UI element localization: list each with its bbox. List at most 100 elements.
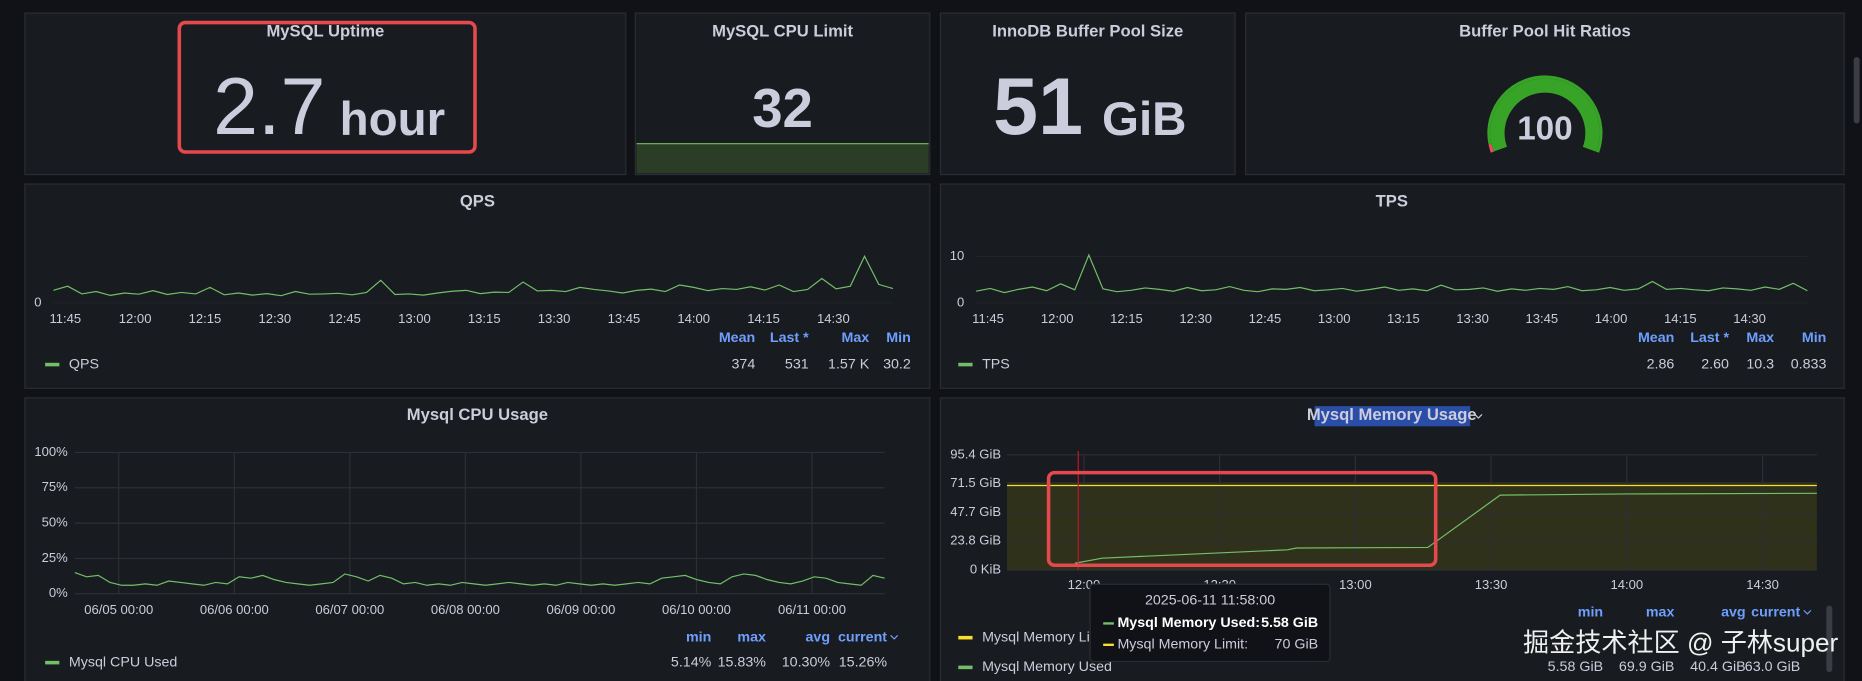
legend-header[interactable]: current xyxy=(1751,605,1800,621)
legend-header[interactable]: Max xyxy=(842,330,870,346)
gauge-bar xyxy=(1490,78,1600,152)
tooltip-value: 70 GiB xyxy=(1275,637,1319,653)
x-tick-label: 13:00 xyxy=(398,311,431,326)
y-tick-label: 25% xyxy=(42,550,69,565)
series-line xyxy=(976,253,1808,294)
legend-stat: 10.30% xyxy=(782,654,831,670)
legend-swatch xyxy=(958,665,973,670)
legend-header[interactable]: Last * xyxy=(1690,330,1729,346)
y-tick-label: 75% xyxy=(42,479,69,494)
x-tick-label: 06/09 00:00 xyxy=(546,602,615,617)
tooltip-time: 2025-06-11 11:58:00 xyxy=(1145,593,1275,609)
x-tick-label: 14:15 xyxy=(1664,311,1697,326)
legend-swatch xyxy=(958,635,973,640)
x-tick-label: 12:00 xyxy=(1041,311,1074,326)
x-tick-label: 13:00 xyxy=(1339,577,1372,592)
legend-stat: 15.83% xyxy=(718,654,767,670)
x-tick-label: 13:45 xyxy=(608,311,641,326)
panel-title[interactable]: Mysql Memory Usage xyxy=(1307,405,1477,424)
panel xyxy=(24,183,931,389)
panel-title: QPS xyxy=(460,191,495,210)
tooltip-label: Mysql Memory Limit: xyxy=(1117,637,1248,653)
x-tick-label: 11:45 xyxy=(972,311,1004,326)
x-tick-label: 06/07 00:00 xyxy=(315,602,384,617)
tooltip-label: Mysql Memory Used: xyxy=(1117,615,1260,631)
x-tick-label: 13:00 xyxy=(1318,311,1351,326)
series-line xyxy=(74,571,885,586)
panel-title: Buffer Pool Hit Ratios xyxy=(1459,21,1631,40)
x-tick-label: 13:30 xyxy=(538,311,571,326)
scrollbar[interactable] xyxy=(1826,605,1833,673)
legend-header[interactable]: avg xyxy=(806,629,831,645)
legend-header[interactable]: Mean xyxy=(719,330,755,346)
gauge-threshold xyxy=(1488,143,1495,153)
x-tick-label: 06/10 00:00 xyxy=(662,602,731,617)
series-line xyxy=(1074,492,1817,564)
legend-name: TPS xyxy=(982,356,1010,372)
swatch xyxy=(1103,643,1114,647)
x-tick-label: 12:00 xyxy=(119,311,152,326)
panel-title: MySQL Uptime xyxy=(266,21,384,40)
x-tick-label: 06/05 00:00 xyxy=(84,602,153,617)
legend-header[interactable]: Mean xyxy=(1638,330,1674,346)
panel-title: Mysql CPU Usage xyxy=(407,405,548,424)
stat-value: 32 xyxy=(752,78,813,139)
legend-stat: 40.4 GiB xyxy=(1690,659,1745,675)
y-tick-label: 10 xyxy=(950,248,965,263)
panel-title: TPS xyxy=(1376,191,1408,210)
gauge-value: 100 xyxy=(1517,110,1572,147)
x-tick-label: 14:30 xyxy=(1746,577,1779,592)
x-tick-label: 13:30 xyxy=(1456,311,1489,326)
legend-header[interactable]: avg xyxy=(1721,605,1746,621)
y-tick-label: 50% xyxy=(42,515,69,530)
x-tick-label: 06/06 00:00 xyxy=(200,602,269,617)
chevron xyxy=(1803,609,1812,615)
x-tick-label: 14:00 xyxy=(1611,577,1644,592)
tooltip xyxy=(1089,583,1331,663)
legend-name: QPS xyxy=(69,356,99,372)
legend-stat: 2.60 xyxy=(1701,356,1729,372)
swatch xyxy=(1103,622,1114,625)
chevron xyxy=(890,634,899,640)
legend-header[interactable]: Min xyxy=(1802,330,1827,346)
legend-header[interactable]: min xyxy=(1578,605,1603,621)
x-tick-label: 12:30 xyxy=(258,311,291,326)
panel xyxy=(24,397,931,681)
legend-stat: 10.3 xyxy=(1746,356,1774,372)
x-tick-label: 11:45 xyxy=(49,311,81,326)
selection xyxy=(1314,406,1471,427)
gauge-threshold xyxy=(1487,75,1603,153)
threshold-region xyxy=(1007,482,1817,571)
legend-header[interactable]: min xyxy=(686,629,711,645)
legend-header[interactable]: current xyxy=(838,629,887,645)
scrollbar[interactable] xyxy=(1853,57,1860,124)
x-tick-label: 06/08 00:00 xyxy=(431,602,500,617)
legend-swatch xyxy=(45,362,60,367)
x-tick-label: 12:30 xyxy=(1179,311,1212,326)
legend-stat: 1.57 K xyxy=(828,356,870,372)
legend-stat: 30.2 xyxy=(883,356,911,372)
legend-name: Mysql CPU Used xyxy=(69,654,177,670)
panel xyxy=(1245,12,1845,176)
panel xyxy=(939,183,1845,389)
y-tick-label: 0 xyxy=(34,294,41,309)
sparkline-area xyxy=(636,143,929,174)
legend-header[interactable]: Min xyxy=(886,330,911,346)
legend-stat: 531 xyxy=(785,356,809,372)
legend-header[interactable]: max xyxy=(737,629,766,645)
x-tick-label: 13:15 xyxy=(468,311,501,326)
legend-swatch xyxy=(45,660,60,665)
legend-header[interactable]: Max xyxy=(1746,330,1774,346)
x-tick-label: 12:45 xyxy=(1249,311,1282,326)
x-tick-label: 14:00 xyxy=(677,311,710,326)
legend-header[interactable]: Last * xyxy=(770,330,809,346)
legend-header[interactable]: max xyxy=(1646,605,1675,621)
y-tick-label: 100% xyxy=(34,444,68,459)
legend-stat: 69.9 GiB xyxy=(1619,659,1674,675)
y-tick-label: 23.8 GiB xyxy=(950,533,1001,548)
legend-name: Mysql Memory Used xyxy=(982,659,1112,675)
stat-unit: GiB xyxy=(1102,93,1186,146)
x-tick-label: 14:00 xyxy=(1595,311,1628,326)
panel-title: InnoDB Buffer Pool Size xyxy=(992,21,1183,40)
y-tick-label: 71.5 GiB xyxy=(950,475,1001,490)
